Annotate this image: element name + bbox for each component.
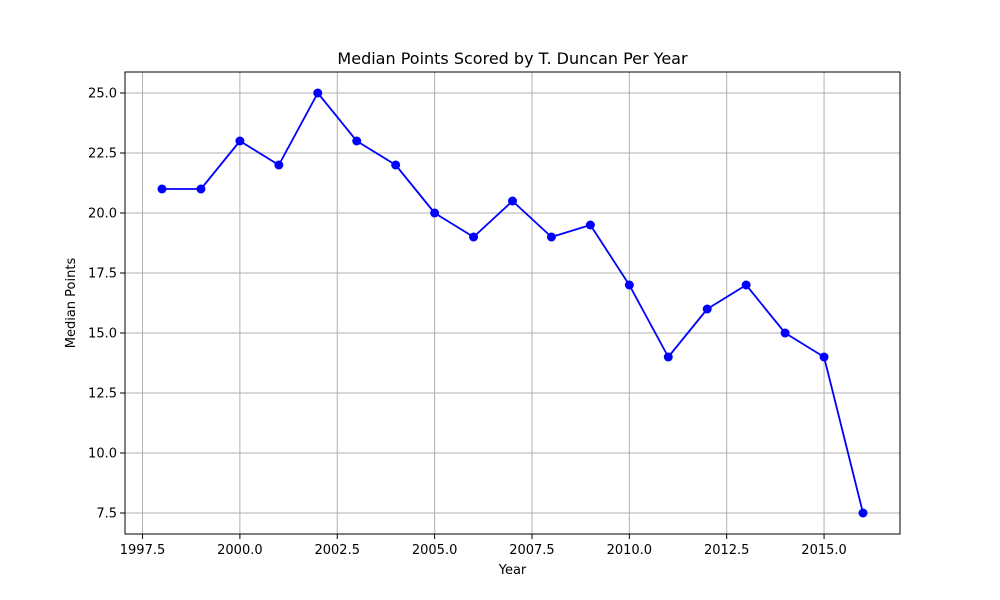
y-tick-label: 15.0 [88,327,117,342]
x-tick-label: 2005.0 [412,543,458,558]
data-point [430,208,440,218]
data-point [508,196,517,206]
y-tick-label: 17.5 [88,267,117,282]
data-point [702,304,712,314]
x-tick-label: 2010.0 [607,543,653,558]
chart-title: Median Points Scored by T. Duncan Per Ye… [337,49,688,68]
x-tick-label: 2007.5 [509,543,555,558]
data-point [274,160,284,170]
data-point [235,136,245,146]
axis-ticks: 1997.5 2000.0 2002.5 2005.0 2007.5 2010.0 2012… [88,87,847,559]
data-point [546,232,556,242]
data-point [352,136,362,146]
plot-frame [124,71,901,535]
data-point [663,352,673,362]
x-tick-label: 2015.0 [801,543,847,558]
data-point [157,184,167,194]
data-point [624,280,634,290]
data-point [780,328,790,338]
y-tick-label: 25.0 [88,87,117,102]
data-point [469,232,479,242]
x-tick-label: 2002.5 [314,543,360,558]
y-tick-label: 22.5 [88,147,117,162]
y-tick-label: 12.5 [88,387,117,402]
data-point [819,352,829,362]
data-point [585,220,595,230]
data-series [157,88,868,518]
y-tick-label: 7.5 [96,507,117,522]
y-tick-label: 20.0 [88,207,117,222]
data-point [858,508,868,518]
x-tick-label: 2012.5 [704,543,750,558]
grid [125,72,900,534]
y-tick-label: 10.0 [88,447,117,462]
data-point [313,88,323,98]
x-axis-label: Year [498,563,527,578]
x-tick-label: 2000.0 [217,543,263,558]
x-tick-label: 1997.5 [120,543,166,558]
data-point [196,184,206,194]
data-point [741,280,751,290]
y-axis-label: Median Points [64,258,79,349]
data-point [391,160,401,170]
